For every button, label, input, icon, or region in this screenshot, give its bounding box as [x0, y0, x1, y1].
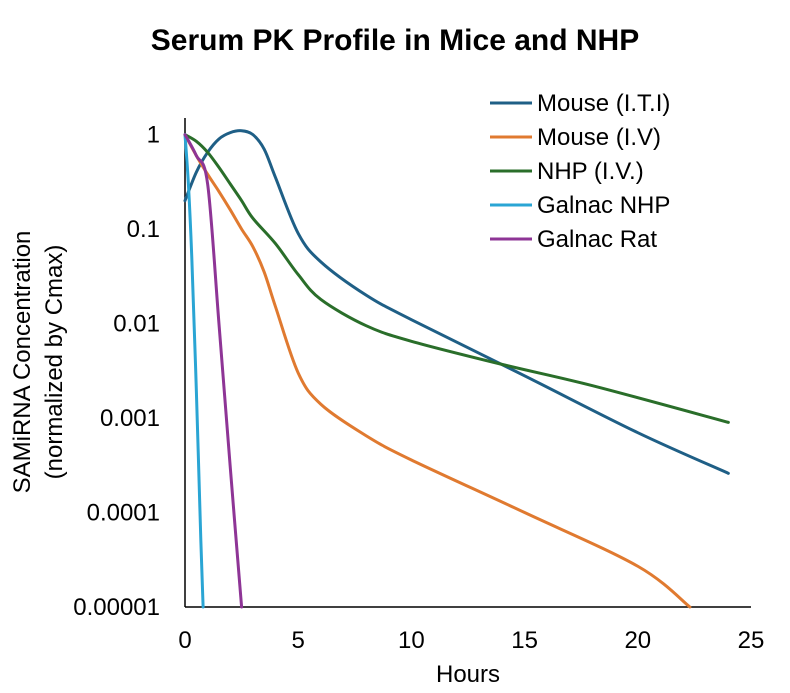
x-tick-label: 5 [292, 627, 305, 654]
x-tick-label: 25 [738, 627, 765, 654]
x-tick-label: 0 [178, 627, 191, 654]
y-tick-labels: 0.00001 0.0001 0.001 0.01 0.1 1 [73, 122, 160, 621]
x-axis-label: Hours [436, 661, 500, 688]
y-tick-label: 0.001 [100, 405, 160, 432]
series-line-nhp-i-v [183, 133, 730, 424]
legend-label-nhp-i-v: NHP (I.V.) [537, 158, 644, 185]
series-lines [183, 129, 730, 609]
y-tick-label: 0.1 [127, 216, 160, 243]
x-tick-label: 10 [398, 627, 425, 654]
y-tick-label: 0.0001 [87, 500, 160, 527]
y-tick-label: 0.01 [113, 311, 160, 338]
legend-label-mouse-i-t-i: Mouse (I.T.I) [537, 90, 670, 117]
series-line-galnac-rat [183, 133, 244, 609]
y-tick-label: 1 [147, 122, 160, 149]
x-tick-labels: 0 5 10 15 20 25 [178, 627, 764, 654]
x-tick-label: 20 [624, 627, 651, 654]
y-tick-label: 0.00001 [73, 594, 160, 621]
series-line-mouse-i-t-i [183, 129, 730, 475]
chart-title: Serum PK Profile in Mice and NHP [151, 24, 639, 57]
legend-label-mouse-i-v: Mouse (I.V) [537, 124, 661, 151]
legend-label-galnac-nhp: Galnac NHP [537, 192, 670, 219]
x-tick-label: 15 [511, 627, 538, 654]
legend: Mouse (I.T.I) Mouse (I.V) NHP (I.V.) Galnac… [490, 90, 670, 253]
legend-label-galnac-rat: Galnac Rat [537, 226, 657, 253]
y-axis-label: SAMiRNA Concentration (normalized by Cma… [9, 231, 68, 494]
series-line-galnac-nhp [183, 133, 205, 609]
y-axis-label-line1: SAMiRNA Concentration [9, 231, 36, 494]
y-axis-label-line2: (normalized by Cmax) [41, 245, 68, 480]
series-line-mouse-i-v [183, 133, 692, 609]
